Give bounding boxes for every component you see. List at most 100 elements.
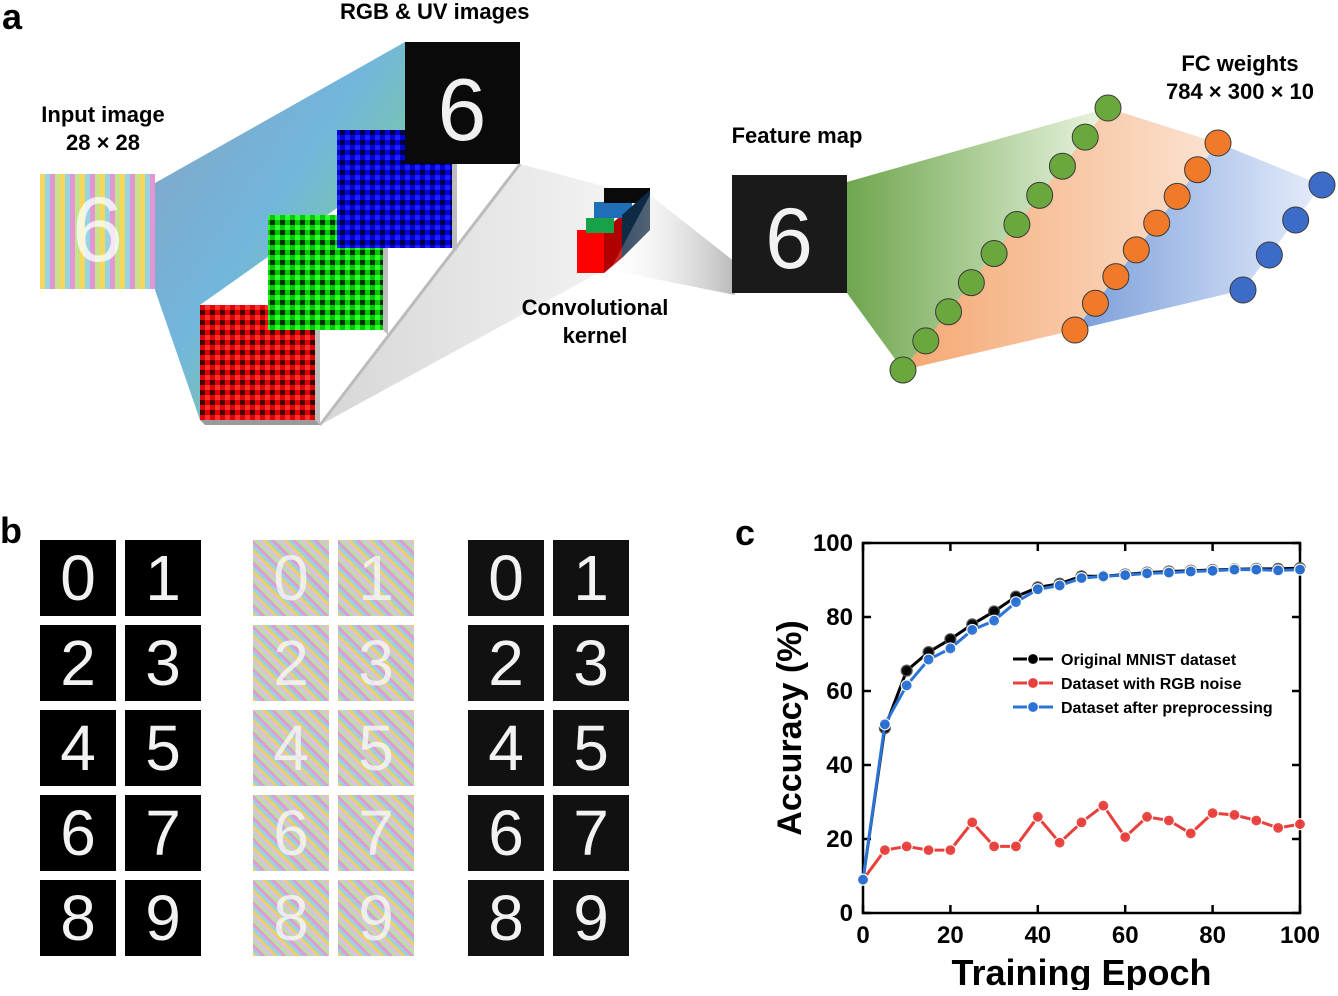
digit-glyph: 5	[145, 712, 181, 784]
digit-tile: 2	[253, 625, 329, 701]
input-digit: 6	[71, 179, 124, 281]
panel-c-letter: c	[735, 512, 756, 553]
data-point	[900, 664, 913, 677]
data-point	[1162, 566, 1175, 579]
layer3-node	[1308, 171, 1336, 199]
data-point	[988, 840, 1001, 853]
digit-glyph: 1	[573, 542, 609, 614]
digit-tile: 0	[253, 540, 329, 616]
digit-glyph: 2	[273, 627, 309, 699]
digit-glyph: 5	[358, 712, 394, 784]
digit-tile: 0	[468, 540, 544, 616]
data-point	[1293, 563, 1307, 576]
digit-tile: 2	[468, 625, 544, 701]
x-tick-label: 40	[1024, 922, 1051, 949]
y-tick-label: 20	[826, 826, 853, 853]
digit-glyph: 9	[358, 882, 394, 954]
panel-a-diagram: 6 6	[155, 42, 1336, 426]
digit-tile: 0	[40, 540, 116, 616]
data-point	[1228, 808, 1241, 822]
digit-glyph: 8	[273, 882, 309, 954]
digit-tile: 1	[553, 540, 629, 616]
digit-glyph: 0	[273, 542, 309, 614]
digit-glyph: 0	[488, 542, 524, 614]
legend-entry: Original MNIST dataset	[1061, 652, 1237, 669]
y-tick-label: 80	[826, 604, 853, 631]
kernel-label: Convolutional kernel	[495, 294, 695, 350]
digit-glyph: 7	[145, 797, 181, 869]
digit-glyph: 2	[60, 627, 96, 699]
input-image: 6	[40, 174, 155, 289]
digit-glyph: 1	[358, 542, 394, 614]
digit-tile: 7	[338, 795, 414, 871]
digit-tile: 5	[125, 710, 201, 786]
x-tick-label: 60	[1112, 922, 1139, 949]
layer1-node	[1071, 123, 1099, 151]
digit-glyph: 6	[273, 797, 309, 869]
digit-tile: 8	[468, 880, 544, 956]
digit-glyph: 3	[358, 627, 394, 699]
digit-tile: 8	[40, 880, 116, 956]
data-point	[1140, 567, 1154, 580]
data-point	[1206, 807, 1219, 820]
feature-digit: 6	[765, 191, 813, 287]
digit-tile: 3	[338, 625, 414, 701]
feature-map-label: Feature map	[731, 123, 863, 148]
fc-nodes	[889, 94, 1336, 384]
feature-map: 6	[732, 175, 847, 293]
uv-digit: 6	[438, 60, 487, 159]
layer2-node	[1122, 236, 1150, 264]
legend-swatch-marker	[1026, 676, 1040, 690]
data-point	[1250, 563, 1263, 576]
digit-glyph: 7	[573, 797, 609, 869]
digit-glyph: 6	[60, 797, 96, 869]
data-point	[988, 614, 1001, 627]
digit-glyph: 3	[145, 627, 181, 699]
data-point	[878, 844, 891, 857]
data-point	[1119, 569, 1132, 582]
layer1-node	[889, 356, 917, 384]
data-point	[1053, 836, 1066, 849]
data-point	[1250, 814, 1263, 827]
y-tick-label: 0	[840, 900, 853, 927]
layer3-node	[1282, 206, 1310, 234]
legend-swatch-marker	[1026, 700, 1040, 714]
digit-glyph: 4	[273, 712, 309, 784]
digit-tile: 6	[40, 795, 116, 871]
digit-glyph: 3	[573, 627, 609, 699]
data-point	[878, 718, 891, 731]
digit-glyph: 9	[573, 882, 609, 954]
data-point	[1031, 810, 1044, 823]
digit-tile: 7	[553, 795, 629, 871]
kernel-label-line1: Convolutional	[521, 295, 669, 320]
data-point	[966, 623, 979, 637]
channels-label: RGB & UV images	[340, 0, 530, 24]
fc-weights-title: FC weights	[1181, 51, 1299, 76]
data-point	[1140, 810, 1154, 823]
data-point	[922, 653, 935, 666]
digit-glyph: 0	[60, 542, 96, 614]
layer1-node	[957, 269, 985, 297]
fc-weights-label: FC weights 784 × 300 × 10	[1140, 50, 1338, 106]
data-point	[1097, 799, 1110, 812]
layer2-node	[1204, 129, 1232, 157]
data-point	[1293, 818, 1307, 831]
digit-tile: 1	[125, 540, 201, 616]
digit-glyph: 6	[488, 797, 524, 869]
data-point	[1206, 564, 1219, 577]
legend-entry: Dataset with RGB noise	[1061, 676, 1242, 693]
data-point	[944, 642, 957, 655]
digit-tile: 4	[40, 710, 116, 786]
digit-glyph: 1	[145, 542, 181, 614]
fc-weights-size: 784 × 300 × 10	[1165, 79, 1315, 104]
accuracy-chart: 0 20 40 60 80 100 0 20 40 60 80 100 Training Epoch Ac…	[771, 530, 1320, 990]
layer1-node	[935, 298, 963, 326]
layer1-node	[1003, 210, 1031, 238]
layer3-node	[1229, 276, 1257, 304]
digit-tile: 9	[338, 880, 414, 956]
series-line	[861, 568, 1301, 880]
data-point	[922, 844, 935, 857]
digit-glyph: 5	[573, 712, 609, 784]
data-point	[1272, 821, 1285, 834]
digit-tile: 9	[125, 880, 201, 956]
